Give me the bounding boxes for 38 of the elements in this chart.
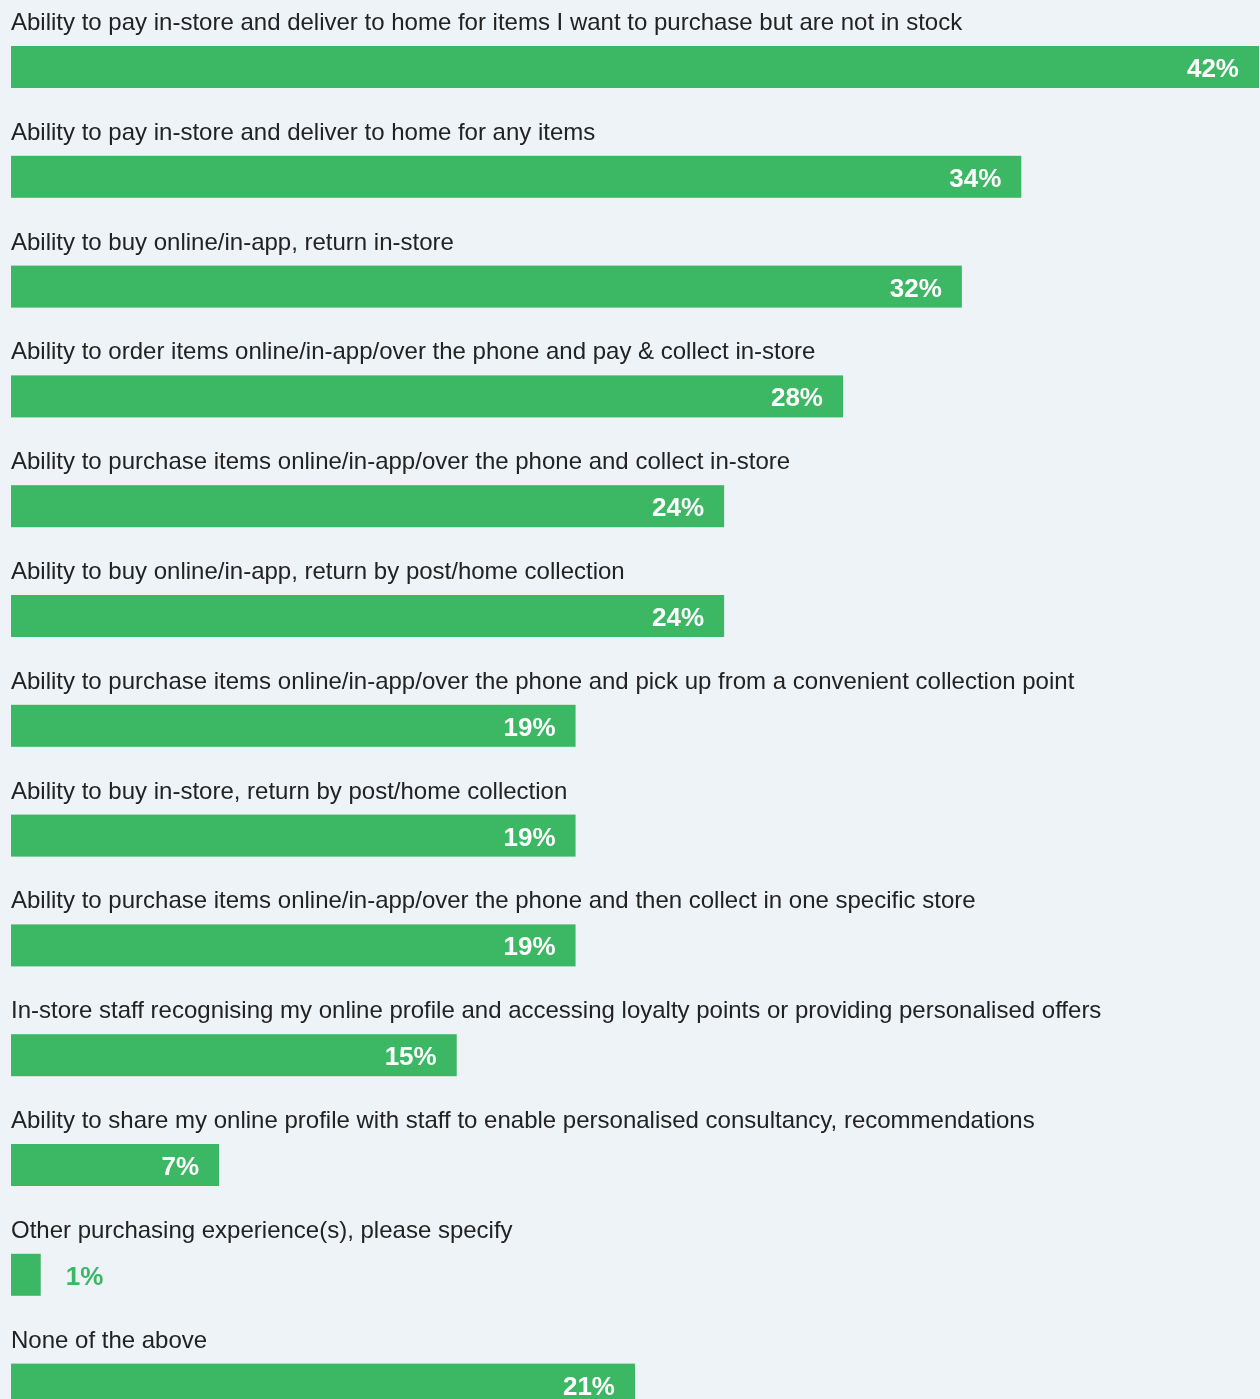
- y-tick-label: Ability to buy online/in-app, return by post/home collection: [11, 557, 625, 584]
- data-label: 7%: [161, 1151, 199, 1181]
- data-label: 19%: [503, 931, 556, 962]
- data-label: 19%: [503, 711, 556, 742]
- data-label: 24%: [652, 602, 705, 632]
- data-label: 42%: [1186, 53, 1239, 83]
- bar: [11, 814, 576, 857]
- data-label: 32%: [889, 272, 942, 303]
- y-tick-label: Ability to purchase items online/in-app/over the phone and pick up from a convenient collection point: [11, 666, 1075, 694]
- data-label: 28%: [770, 382, 823, 413]
- bar: [11, 1253, 41, 1296]
- y-tick-label: Ability to share my online profile with staff to enable personalised consultancy, recommendations: [11, 1106, 1035, 1133]
- y-tick-label: Ability to pay in-store and deliver to home for items I want to purchase but are not in stock: [11, 8, 964, 35]
- data-label: 19%: [503, 821, 556, 852]
- y-tick-label: In-store staff recognising my online profile and accessing loyalty points or providing personalised offers: [11, 996, 1102, 1024]
- data-label: 15%: [384, 1041, 437, 1072]
- y-tick-label: Ability to purchase items online/in-app/over the phone and then collect in one specific store: [11, 886, 976, 914]
- bar: [11, 155, 1022, 198]
- bar: [11, 1034, 457, 1077]
- data-label: 21%: [562, 1370, 615, 1399]
- bar: [11, 1144, 219, 1186]
- data-label: 34%: [949, 162, 1002, 193]
- y-tick-label: Ability to pay in-store and deliver to home for any items: [11, 117, 596, 145]
- y-tick-label: Ability to buy online/in-app, return in-store: [11, 227, 454, 255]
- bar: [11, 704, 576, 747]
- data-label: 24%: [652, 492, 705, 523]
- bar: [11, 924, 576, 967]
- y-tick-label: Ability to buy in-store, return by post/home collection: [11, 776, 568, 804]
- y-tick-label: None of the above: [11, 1325, 208, 1353]
- y-tick-label: Ability to purchase items online/in-app/over the phone and collect in-store: [11, 447, 791, 475]
- bar: [11, 485, 725, 528]
- bar: [11, 265, 962, 308]
- y-tick-label: Other purchasing experience(s), please specify: [11, 1215, 513, 1243]
- y-tick-label: Ability to order items online/in-app/over the phone and pay & collect in-store: [11, 337, 816, 365]
- bar: [11, 46, 1259, 88]
- bar: [11, 375, 843, 418]
- bar: [11, 595, 725, 637]
- data-label: 1%: [65, 1260, 104, 1291]
